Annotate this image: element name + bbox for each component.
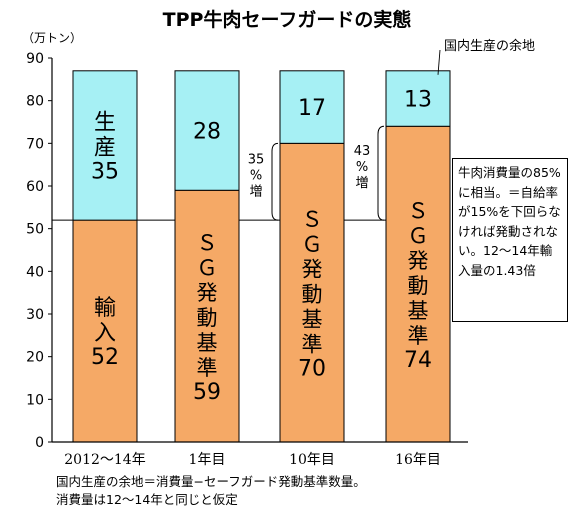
y-tick-label-4: 40 bbox=[26, 264, 44, 280]
bar-label-lower-3-part-5: 準 bbox=[408, 324, 429, 348]
increase-brace-1 bbox=[377, 125, 385, 221]
bar-label-upper-1-part-0: 28 bbox=[193, 120, 221, 145]
bar-label-lower-1-part-3: 動 bbox=[197, 306, 218, 330]
bar-label-upper-0-part-0: 生 bbox=[94, 110, 116, 135]
y-tick-label-9: 90 bbox=[26, 51, 44, 67]
y-tick-label-3: 30 bbox=[26, 307, 44, 323]
increase-label-0-line-2: 増 bbox=[249, 185, 262, 200]
bar-label-lower-1-part-6: 59 bbox=[193, 380, 221, 405]
footnote-1: 国内生産の余地＝消費量−セーフガード発動基準数量。 bbox=[56, 474, 366, 489]
y-tick-label-6: 60 bbox=[26, 179, 44, 195]
bar-label-upper-0-part-1: 産 bbox=[94, 135, 116, 160]
bar-label-lower-2-part-5: 準 bbox=[302, 333, 323, 357]
bar-label-lower-2-part-0: Ｓ bbox=[302, 208, 323, 232]
y-tick-label-5: 50 bbox=[26, 222, 44, 238]
bar-label-upper-2-part-0: 17 bbox=[298, 96, 326, 121]
increase-label-0: 35%増 bbox=[248, 153, 265, 200]
bar-label-lower-2-part-3: 動 bbox=[302, 283, 323, 307]
callout-leader bbox=[437, 49, 441, 75]
x-tick-label-3: 16年目 bbox=[395, 452, 441, 468]
y-tick-label-8: 80 bbox=[26, 94, 44, 110]
y-tick-label-1: 10 bbox=[26, 392, 44, 408]
increase-label-1-line-2: 増 bbox=[355, 176, 368, 191]
increase-label-1-line-1: % bbox=[356, 160, 368, 175]
bar-lower-0 bbox=[72, 219, 138, 443]
bar-label-upper-3: 13 bbox=[404, 88, 432, 113]
bar-label-lower-1-part-5: 準 bbox=[197, 356, 218, 380]
bar-label-lower-2-part-2: 発 bbox=[302, 258, 323, 282]
x-tick-label-0: 2012〜14年 bbox=[64, 452, 145, 468]
bar-label-lower-3-part-3: 動 bbox=[408, 274, 429, 298]
bar-lower-1 bbox=[174, 189, 240, 443]
footnote-2: 消費量は12〜14年と同じと仮定 bbox=[56, 492, 238, 507]
bar-upper-1 bbox=[174, 70, 240, 191]
bar-lower-2 bbox=[279, 142, 345, 443]
bar-label-lower-3-part-1: Ｇ bbox=[408, 224, 429, 248]
bar-label-upper-0-part-2: 35 bbox=[91, 159, 119, 184]
bar-label-upper-2: 17 bbox=[298, 96, 326, 121]
note-text: 牛肉消費量の85%に相当。＝自給率が15%を下回らなければ発動されない。12〜1… bbox=[458, 165, 561, 278]
bar-label-lower-2-part-4: 基 bbox=[302, 308, 323, 332]
bar-label-lower-1-part-2: 発 bbox=[197, 281, 218, 305]
note-box: 牛肉消費量の85%に相当。＝自給率が15%を下回らなければ発動されない。12〜1… bbox=[452, 158, 568, 322]
bar-label-lower-3-part-6: 74 bbox=[404, 348, 432, 373]
bar-label-lower-0-part-2: 52 bbox=[91, 345, 119, 370]
increase-label-0-line-1: % bbox=[250, 169, 262, 184]
bar-label-lower-3-part-4: 基 bbox=[408, 299, 429, 323]
bar-upper-3 bbox=[385, 70, 451, 127]
bar-upper-0 bbox=[72, 70, 138, 221]
bar-label-lower-3-part-0: Ｓ bbox=[408, 199, 429, 223]
bar-label-lower-1-part-0: Ｓ bbox=[197, 231, 218, 255]
bar-label-lower-3-part-2: 発 bbox=[408, 249, 429, 273]
x-tick-label-2: 10年目 bbox=[289, 452, 335, 468]
increase-label-1: 43%増 bbox=[354, 144, 371, 191]
y-tick-label-2: 20 bbox=[26, 350, 44, 366]
y-tick-label-7: 70 bbox=[26, 136, 44, 152]
bar-label-lower-0-part-1: 入 bbox=[94, 321, 116, 346]
bar-label-upper-3-part-0: 13 bbox=[404, 88, 432, 113]
bar-upper-2 bbox=[279, 70, 345, 144]
unit-label: （万トン） bbox=[22, 31, 82, 45]
callout-text: 国内生産の余地 bbox=[444, 38, 535, 54]
bar-label-lower-2-part-1: Ｇ bbox=[302, 233, 323, 257]
bar-label-lower-1-part-4: 基 bbox=[197, 331, 218, 355]
increase-label-0-line-0: 35 bbox=[248, 153, 265, 168]
x-tick-label-1: 1年目 bbox=[189, 452, 226, 468]
bar-label-lower-0-part-0: 輸 bbox=[94, 296, 116, 321]
bar-lower-3 bbox=[385, 125, 451, 443]
chart-title: TPP牛肉セーフガードの実態 bbox=[163, 8, 412, 31]
bar-label-upper-1: 28 bbox=[193, 120, 221, 145]
bar-label-lower-2-part-6: 70 bbox=[298, 357, 326, 382]
y-tick-label-0: 0 bbox=[35, 435, 44, 451]
bar-label-lower-1-part-1: Ｇ bbox=[197, 256, 218, 280]
increase-brace-0 bbox=[271, 142, 279, 221]
increase-label-1-line-0: 43 bbox=[354, 144, 371, 159]
